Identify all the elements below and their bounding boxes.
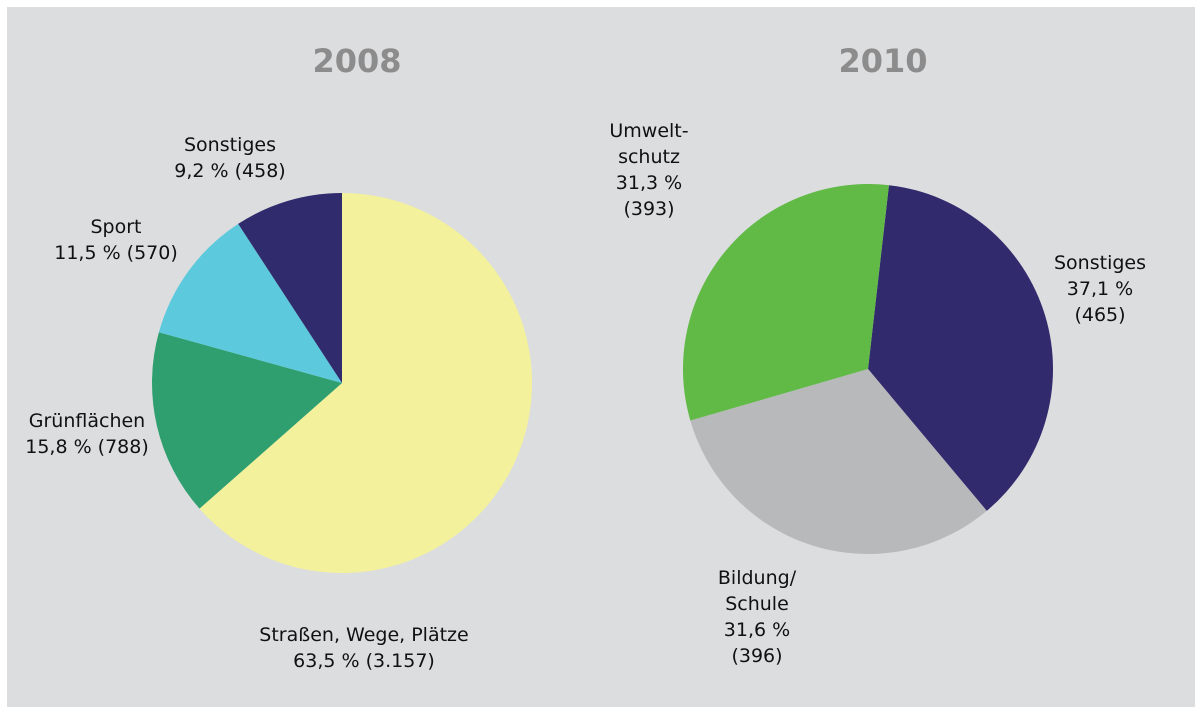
count-label: (788) [97, 436, 149, 458]
pie-slice [199, 193, 533, 573]
slice-label: Umwelt- schutz 31,3 % (393) [609, 118, 688, 222]
percent-label: 15,8 % [25, 436, 92, 458]
pie-slice [682, 183, 889, 421]
pie-slice [152, 332, 342, 509]
count-label: (393) [623, 198, 675, 220]
chart-title: 2008 [312, 42, 402, 80]
slice-label: Bildung/ Schule 31,6 % (396) [718, 565, 796, 669]
percent-label: 37,1 % [1066, 278, 1134, 300]
count-label: (570) [126, 242, 178, 264]
slice-label: Straßen, Wege, Plätze 63,5 % (3.157) [259, 622, 468, 674]
category-name: Sonstiges [1053, 252, 1147, 274]
percent-label: 63,5 % [293, 650, 360, 672]
category-name: Sport [90, 216, 142, 238]
category-name: Umwelt- schutz [609, 120, 689, 168]
count-label: (396) [731, 645, 783, 667]
pie-slice [238, 193, 342, 383]
category-name: Sonstiges [183, 134, 277, 156]
slice-label: Grünflächen 15,8 % (788) [25, 408, 149, 460]
pie-slice [690, 369, 987, 555]
category-name: Straßen, Wege, Plätze [259, 624, 469, 646]
percent-label: 9,2 % [174, 160, 229, 182]
percent-label: 31,6 % [723, 619, 791, 641]
percent-label: 31,3 % [615, 172, 683, 194]
pie-slice [158, 223, 342, 383]
count-label: (465) [1074, 304, 1126, 326]
slice-label: Sport 11,5 % (570) [54, 214, 178, 266]
slice-label: Sonstiges 37,1 % (465) [1054, 250, 1146, 328]
category-name: Grünflächen [28, 410, 146, 432]
category-name: Bildung/ Schule [717, 567, 797, 615]
count-label: (458) [234, 160, 286, 182]
percent-label: 11,5 % [54, 242, 121, 264]
slice-label: Sonstiges 9,2 % (458) [174, 132, 285, 184]
pie-slice [868, 185, 1054, 511]
count-label: (3.157) [365, 650, 435, 672]
chart-title: 2010 [838, 42, 928, 80]
